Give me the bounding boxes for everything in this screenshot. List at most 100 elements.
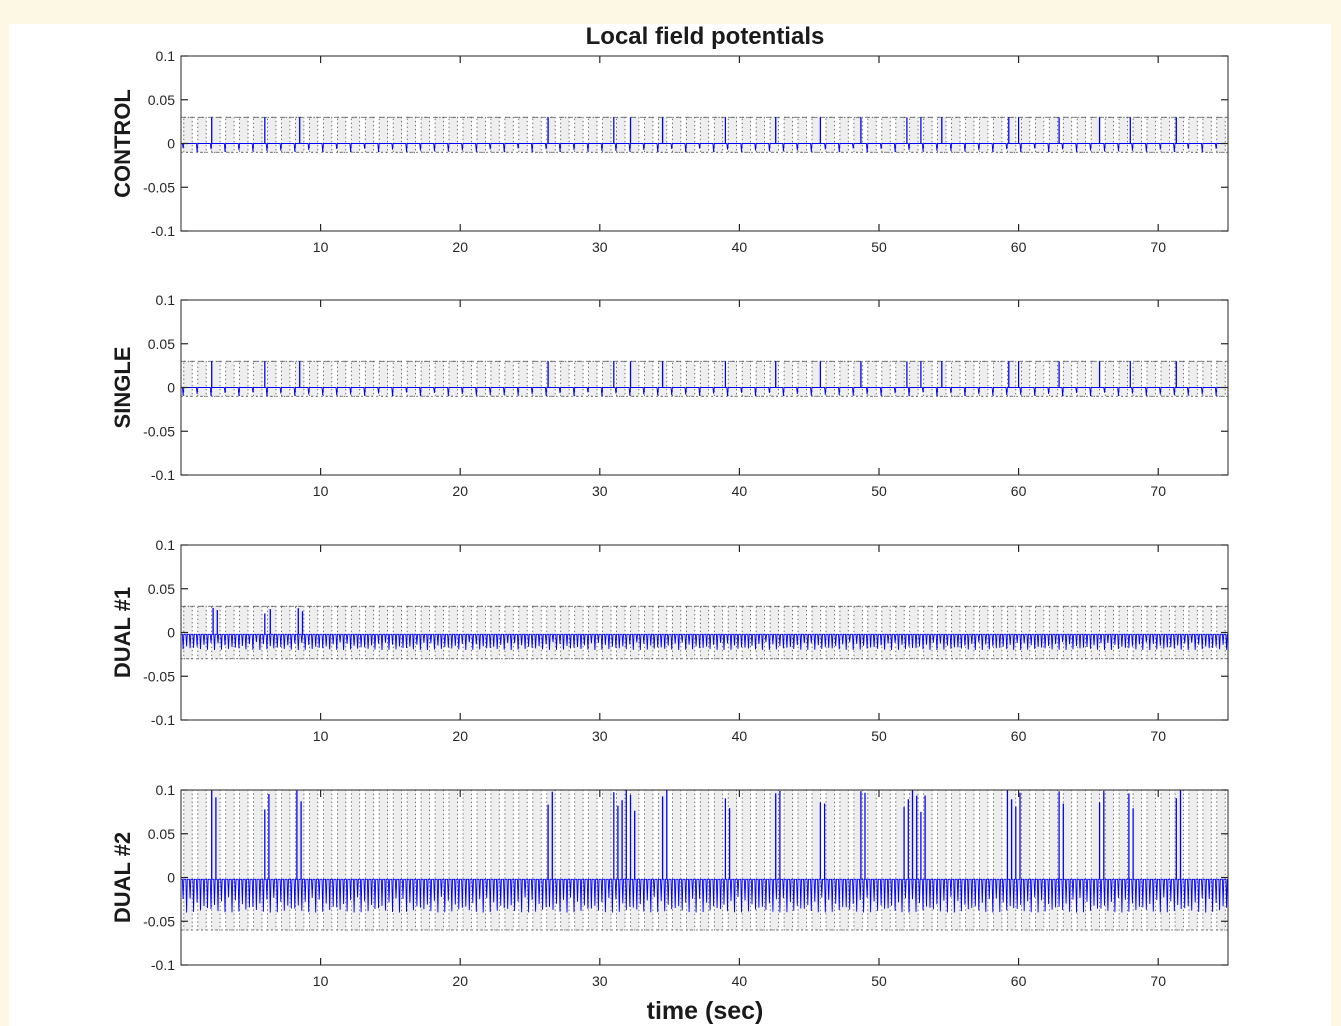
x-tick-label: 40 bbox=[732, 728, 748, 744]
stimulus-band bbox=[504, 790, 514, 931]
stimulus-band bbox=[602, 360, 612, 397]
plot-area bbox=[181, 360, 1228, 397]
stimulus-band bbox=[532, 790, 542, 931]
x-axis-label: time (sec) bbox=[647, 997, 764, 1025]
x-tick-label: 50 bbox=[871, 239, 887, 255]
stimulus-band bbox=[867, 116, 877, 153]
stimulus-band bbox=[630, 116, 640, 153]
stimulus-band bbox=[993, 605, 1003, 660]
stimulus-band bbox=[602, 790, 612, 931]
stimulus-band bbox=[1090, 605, 1100, 660]
x-tick-label: 20 bbox=[452, 239, 468, 255]
stimulus-band bbox=[909, 360, 919, 397]
stimulus-band bbox=[1160, 360, 1170, 397]
stimulus-band bbox=[839, 605, 849, 660]
x-tick-label: 30 bbox=[592, 483, 608, 499]
stimulus-band bbox=[895, 605, 905, 660]
stimulus-band bbox=[881, 360, 891, 397]
stimulus-band bbox=[364, 605, 375, 660]
stimulus-band bbox=[923, 605, 933, 660]
stimulus-band bbox=[462, 605, 472, 660]
y-tick-label: -0.05 bbox=[143, 423, 175, 439]
stimulus-band bbox=[350, 605, 361, 660]
stimulus-band bbox=[462, 116, 472, 153]
stimulus-band bbox=[1104, 116, 1114, 153]
stimulus-band bbox=[322, 116, 333, 153]
stimulus-band bbox=[211, 605, 221, 660]
stimulus-band bbox=[336, 360, 347, 397]
x-tick-label: 70 bbox=[1150, 483, 1166, 499]
stimulus-band bbox=[1076, 790, 1086, 931]
stimulus-band bbox=[392, 116, 403, 153]
lfp-trace bbox=[181, 387, 1228, 397]
stimulus-band bbox=[406, 360, 417, 397]
panel-2: 10 20 30 40 50 60 70 0.1 0.05 0 -0.05 -0.1 SINGLE bbox=[110, 292, 1229, 499]
stimulus-band bbox=[616, 605, 626, 660]
stimulus-band bbox=[741, 116, 752, 153]
y-tick-label: 0.1 bbox=[156, 48, 176, 64]
stimulus-band bbox=[769, 605, 779, 660]
stimulus-band bbox=[448, 360, 458, 397]
stimulus-band bbox=[350, 116, 361, 153]
stimulus-band bbox=[267, 360, 277, 397]
stimulus-band bbox=[1216, 360, 1226, 397]
stimulus-band bbox=[225, 116, 235, 153]
stimulus-band bbox=[811, 116, 821, 153]
stimulus-band bbox=[1132, 360, 1142, 397]
lfp-trace bbox=[181, 143, 1228, 153]
stimulus-band bbox=[1216, 790, 1226, 931]
stimulus-band bbox=[965, 605, 975, 660]
x-tick-label: 10 bbox=[313, 239, 329, 255]
stimulus-band bbox=[979, 360, 989, 397]
stimulus-band bbox=[1160, 116, 1170, 153]
y-tick-label: 0.05 bbox=[148, 581, 175, 597]
stimulus-band bbox=[1160, 605, 1170, 660]
stimulus-band bbox=[574, 360, 584, 397]
stimulus-band bbox=[699, 790, 710, 931]
stimulus-band bbox=[686, 605, 696, 660]
stimulus-band bbox=[532, 116, 542, 153]
stimulus-band bbox=[686, 116, 696, 153]
stimulus-band bbox=[727, 360, 738, 397]
x-tick-label: 10 bbox=[313, 973, 329, 989]
lfp-figure-svg: Local field potentials 10 20 30 40 50 60 70 0.1… bbox=[110, 24, 1229, 1025]
stimulus-band bbox=[308, 605, 319, 660]
stimulus-band bbox=[518, 360, 528, 397]
stimulus-band bbox=[281, 116, 291, 153]
stimulus-band bbox=[713, 360, 724, 397]
y-axis-label: CONTROL bbox=[110, 89, 135, 198]
stimulus-band bbox=[839, 116, 849, 153]
stimulus-band bbox=[239, 360, 249, 397]
stimulus-band bbox=[183, 790, 193, 931]
stimulus-band bbox=[923, 116, 933, 153]
stimulus-band bbox=[518, 116, 528, 153]
x-tick-label: 70 bbox=[1150, 973, 1166, 989]
stimulus-band bbox=[839, 790, 849, 931]
stimulus-band bbox=[951, 790, 961, 931]
stimulus-band bbox=[1202, 790, 1212, 931]
stimulus-band bbox=[197, 360, 207, 397]
stimulus-band bbox=[378, 605, 389, 660]
plot-area bbox=[181, 605, 1228, 660]
stimulus-band bbox=[923, 360, 933, 397]
stimulus-band bbox=[713, 790, 724, 931]
y-axis-label: DUAL #2 bbox=[110, 832, 135, 923]
stimulus-band bbox=[965, 790, 975, 931]
y-tick-label: 0.05 bbox=[148, 336, 175, 352]
stimulus-band bbox=[993, 360, 1003, 397]
panel-1: 10 20 30 40 50 60 70 0.1 0.05 0 -0.05 -0.1 CONTROL bbox=[110, 48, 1229, 255]
stimulus-band bbox=[1216, 116, 1226, 153]
stimulus-band bbox=[741, 790, 752, 931]
stimulus-band bbox=[755, 790, 766, 931]
stimulus-band bbox=[364, 790, 375, 931]
stimulus-band bbox=[308, 360, 319, 397]
stimulus-band bbox=[448, 790, 458, 931]
stimulus-band bbox=[253, 790, 263, 931]
stimulus-band bbox=[197, 605, 207, 660]
stimulus-band bbox=[867, 605, 877, 660]
stimulus-band bbox=[1076, 360, 1086, 397]
y-tick-label: 0 bbox=[167, 136, 175, 152]
stimulus-band bbox=[1188, 605, 1198, 660]
y-axis-label: DUAL #1 bbox=[110, 587, 135, 678]
stimulus-band bbox=[755, 360, 766, 397]
